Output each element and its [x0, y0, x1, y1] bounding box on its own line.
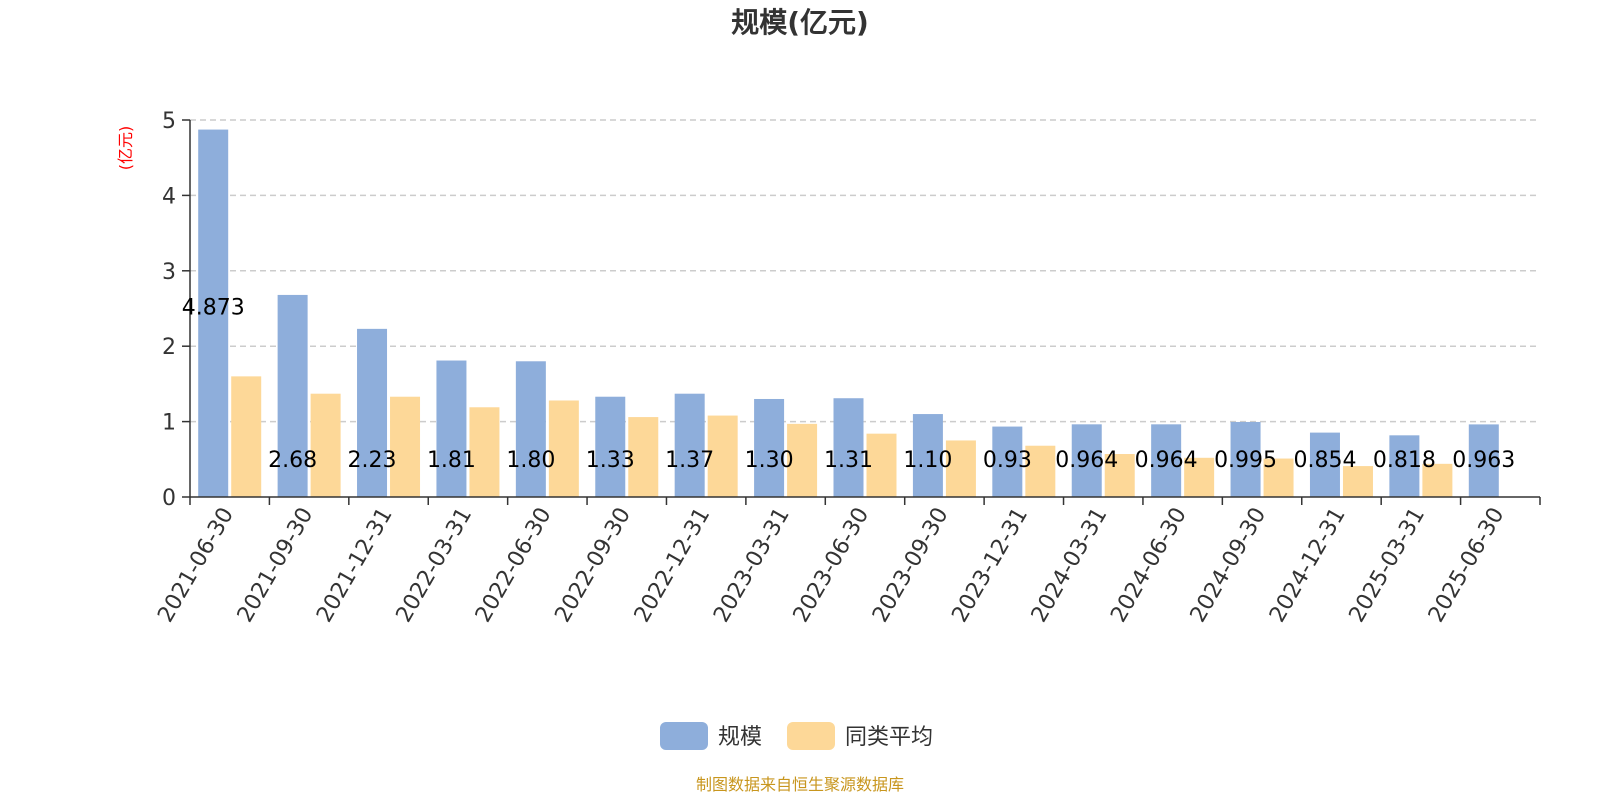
x-tick-label: 2021-12-31	[312, 504, 398, 627]
source-note: 制图数据来自恒生聚源数据库	[696, 775, 904, 794]
bar-peer-average	[231, 376, 262, 497]
legend-swatch	[660, 722, 708, 750]
bar-peer-average	[707, 415, 738, 497]
x-tick-label: 2021-06-30	[153, 504, 239, 627]
legend-label: 规模	[718, 725, 762, 750]
y-axis-unit-label: (亿元)	[116, 126, 135, 171]
data-label: 4.873	[182, 296, 245, 321]
data-label: 1.33	[586, 448, 635, 473]
x-tick-label: 2024-06-30	[1106, 504, 1192, 627]
x-tick-label: 2023-09-30	[868, 504, 954, 627]
data-label: 0.963	[1452, 448, 1515, 473]
x-tick-label: 2021-09-30	[233, 504, 319, 627]
data-label: 0.93	[983, 448, 1032, 473]
bars	[198, 129, 1499, 497]
bar-peer-average	[866, 433, 897, 497]
data-label: 0.964	[1055, 448, 1118, 473]
x-tick-label: 2022-09-30	[550, 504, 636, 627]
bar-scale	[674, 393, 705, 497]
y-axis: 0 1 2 3 4 5	[162, 109, 191, 511]
chart-title: 规模(亿元)	[731, 6, 869, 39]
data-label: 2.23	[348, 448, 397, 473]
bar-peer-average	[390, 396, 421, 497]
bar-scale	[277, 294, 308, 497]
x-tick-label: 2023-12-31	[947, 504, 1033, 627]
bar-scale	[1071, 424, 1102, 497]
data-label: 1.81	[427, 448, 476, 473]
bar-scale	[1389, 435, 1420, 497]
x-tick-label: 2023-06-30	[789, 504, 875, 627]
bar-peer-average	[310, 393, 341, 497]
bar-scale	[1309, 432, 1340, 497]
x-tick-label: 2023-03-31	[709, 504, 795, 627]
data-label: 1.37	[665, 448, 714, 473]
y-tick-label: 1	[162, 411, 176, 436]
legend: 规模 同类平均	[660, 722, 933, 750]
y-tick-label: 3	[162, 260, 176, 285]
bar-scale	[1230, 421, 1261, 497]
x-tick-label: 2025-06-30	[1424, 504, 1510, 627]
data-label: 0.964	[1135, 448, 1198, 473]
data-labels: 4.873 2.68 2.23 1.81 1.80 1.33 1.37 1.30 1.31 1.1…	[182, 296, 1516, 473]
bar-scale	[595, 396, 626, 497]
bar-scale	[992, 426, 1023, 497]
data-label: 2.68	[268, 448, 317, 473]
bar-peer-average	[1025, 445, 1056, 497]
bar-scale	[912, 414, 943, 497]
bar-peer-average	[469, 407, 500, 497]
bar-peer-average	[628, 417, 659, 497]
bar-scale	[357, 328, 388, 497]
x-tick-label: 2022-03-31	[392, 504, 478, 627]
bar-peer-average	[1422, 463, 1453, 497]
bar-peer-average	[548, 400, 579, 497]
data-label: 0.818	[1373, 448, 1436, 473]
y-tick-label: 2	[162, 335, 176, 360]
data-label: 1.30	[745, 448, 794, 473]
y-tick-label: 5	[162, 109, 176, 134]
bar-scale	[833, 398, 864, 497]
data-label: 0.854	[1293, 448, 1356, 473]
data-label: 0.995	[1214, 448, 1277, 473]
x-axis: 2021-06-302021-09-302021-12-312022-03-31…	[153, 496, 1541, 627]
bar-peer-average	[1184, 457, 1215, 497]
grid-lines	[190, 119, 1540, 423]
x-tick-label: 2024-09-30	[1186, 504, 1272, 627]
legend-swatch	[787, 722, 835, 750]
data-label: 1.80	[506, 448, 555, 473]
x-tick-label: 2024-03-31	[1027, 504, 1113, 627]
bar-peer-average	[1342, 466, 1373, 497]
bar-peer-average	[1263, 458, 1294, 497]
x-tick-label: 2024-12-31	[1265, 504, 1351, 627]
y-tick-label: 0	[162, 486, 176, 511]
bar-peer-average	[945, 440, 976, 497]
x-tick-label: 2022-12-31	[630, 504, 716, 627]
bar-scale	[1468, 424, 1499, 497]
x-tick-label: 2025-03-31	[1344, 504, 1430, 627]
y-tick-label: 4	[162, 184, 176, 209]
bar-scale	[754, 398, 785, 497]
x-tick-label: 2022-06-30	[471, 504, 557, 627]
data-label: 1.31	[824, 448, 873, 473]
bar-scale	[1151, 424, 1182, 497]
bar-peer-average	[787, 423, 818, 497]
legend-label: 同类平均	[845, 725, 933, 750]
bar-scale	[515, 361, 546, 497]
data-label: 1.10	[903, 448, 952, 473]
bar-peer-average	[1104, 454, 1135, 497]
bar-scale	[436, 360, 467, 497]
bar-scale	[198, 129, 229, 497]
